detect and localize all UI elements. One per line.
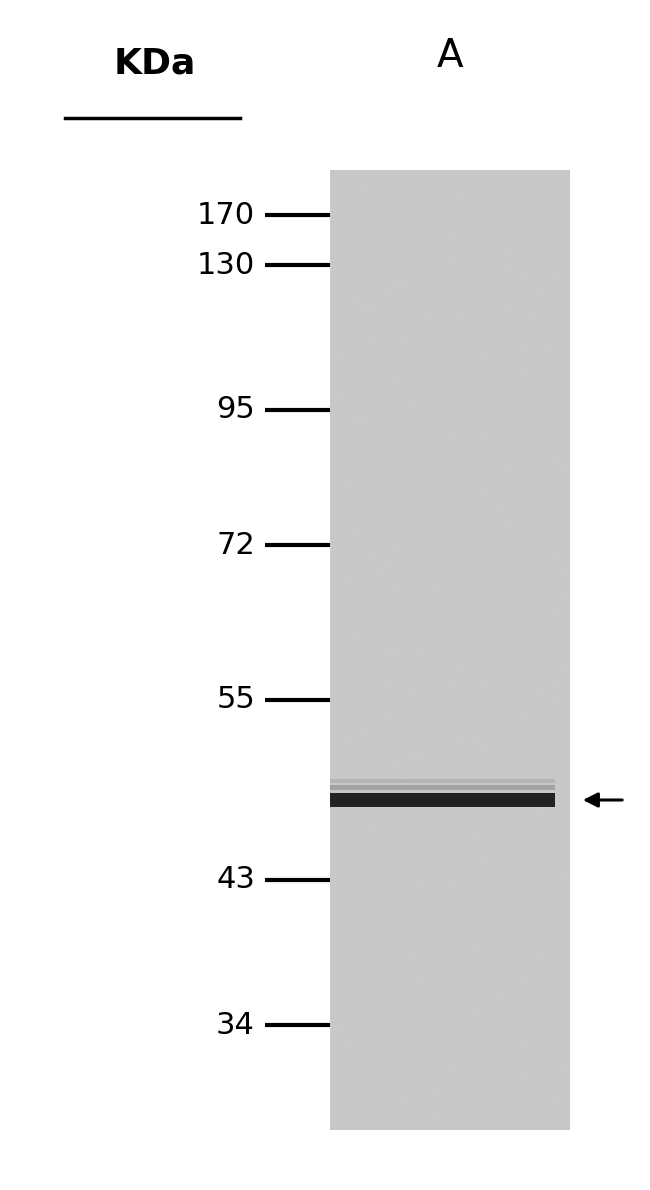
Bar [330, 803, 555, 806]
Text: 43: 43 [216, 865, 255, 895]
Text: 55: 55 [216, 685, 255, 714]
Text: 34: 34 [216, 1010, 255, 1040]
Bar [330, 170, 570, 1130]
Text: 130: 130 [197, 251, 255, 280]
Text: 170: 170 [197, 200, 255, 230]
Bar [330, 779, 555, 783]
Text: 72: 72 [216, 531, 255, 559]
Text: A: A [437, 37, 463, 75]
Text: KDa: KDa [114, 46, 196, 80]
Text: 95: 95 [216, 395, 255, 425]
Bar [330, 793, 555, 807]
Bar [330, 785, 555, 790]
Bar [330, 798, 555, 803]
